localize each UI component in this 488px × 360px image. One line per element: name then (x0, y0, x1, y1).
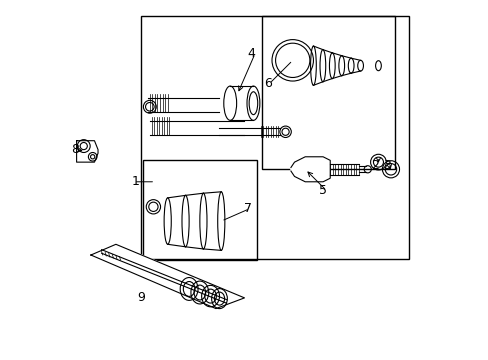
Polygon shape (290, 157, 329, 182)
Bar (262, 16, 394, 169)
Bar (142, 160, 257, 260)
Text: 1: 1 (131, 175, 139, 188)
Text: 9: 9 (137, 291, 144, 305)
Text: 8: 8 (71, 143, 79, 156)
Text: 5: 5 (319, 184, 326, 197)
Bar (141, 16, 408, 258)
Text: 2: 2 (370, 159, 378, 172)
Text: 7: 7 (244, 202, 251, 215)
Polygon shape (77, 141, 98, 162)
Text: 4: 4 (247, 47, 255, 60)
Text: 6: 6 (263, 77, 271, 90)
Polygon shape (91, 244, 244, 309)
Text: 3: 3 (383, 159, 390, 172)
